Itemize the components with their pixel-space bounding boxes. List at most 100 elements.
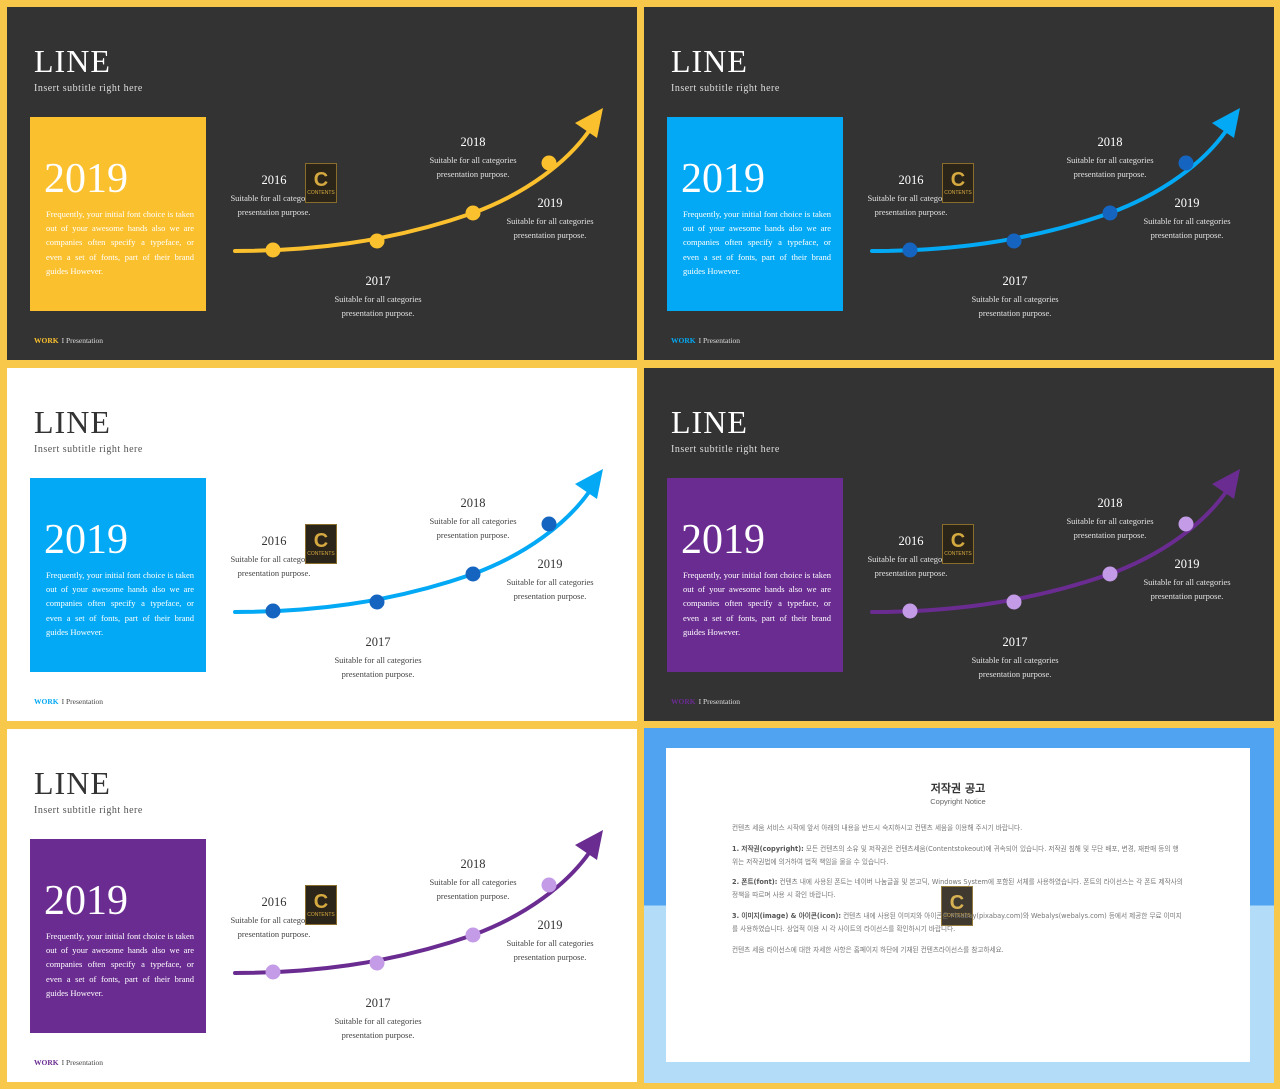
slide-title: LINE (671, 404, 748, 440)
logo-text: CONTENTS (307, 551, 335, 557)
milestone-line2: presentation purpose. (237, 929, 311, 939)
timeline-chart (870, 469, 1240, 619)
timeline-curve (870, 490, 1228, 614)
timeline-chart (233, 830, 603, 980)
milestone-label-2016: 2016 Suitable for all categories present… (219, 171, 329, 219)
milestone-line2: presentation purpose. (1150, 591, 1224, 601)
contents-logo: C CONTENTS (941, 886, 973, 926)
box-year: 2019 (44, 878, 128, 924)
milestone-label-2016: 2016 Suitable for all categories present… (856, 532, 966, 580)
slide-title: LINE (34, 43, 111, 79)
milestone-label-2018: 2018 Suitable for all categories present… (1055, 494, 1165, 542)
box-text: Frequently, your initial font choice is … (46, 931, 194, 998)
milestone-label-2016: 2016 Suitable for all categories present… (219, 532, 329, 580)
logo-text: CONTENTS (943, 913, 971, 919)
milestone-line1: Suitable for all categories (429, 516, 517, 526)
slide-subtitle: Insert subtitle right here (34, 805, 143, 816)
timeline-dot-2017 (369, 594, 385, 610)
milestone-year: 2019 (537, 918, 563, 932)
milestone-year: 2016 (261, 534, 287, 548)
footer-work: WORK (671, 697, 696, 706)
milestone-line2: presentation purpose. (237, 207, 311, 217)
milestone-line2: presentation purpose. (436, 891, 510, 901)
milestone-label-2018: 2018 Suitable for all categories present… (418, 494, 528, 542)
milestone-year: 2018 (1097, 496, 1123, 510)
box-year: 2019 (681, 517, 765, 563)
timeline-dot-2018 (465, 205, 481, 221)
logo-letter: C (313, 891, 329, 913)
timeline-dot-2019 (1178, 516, 1194, 532)
year-box: 2019 Frequently, your initial font choic… (667, 117, 843, 311)
milestone-label-2018: 2018 Suitable for all categories present… (418, 855, 528, 903)
milestone-line1: Suitable for all categories (230, 915, 318, 925)
milestone-year: 2017 (365, 996, 391, 1010)
timeline-dot-2016 (265, 242, 281, 258)
logo-letter: C (313, 530, 329, 552)
milestone-label-2017: 2017 Suitable for all categories present… (960, 272, 1070, 320)
arrow-head-icon (575, 830, 603, 860)
timeline-dot-2018 (1102, 566, 1118, 582)
milestone-line1: Suitable for all categories (334, 1016, 422, 1026)
contents-logo: C CONTENTS (305, 885, 337, 925)
logo-letter: C (950, 169, 966, 191)
timeline-slide: LINE Insert subtitle right here 2019 Fre… (644, 368, 1274, 721)
timeline-dot-2017 (369, 955, 385, 971)
milestone-line2: presentation purpose. (513, 952, 587, 962)
box-text: Frequently, your initial font choice is … (683, 570, 831, 637)
timeline-dot-2019 (1178, 155, 1194, 171)
milestone-year: 2019 (537, 196, 563, 210)
arrow-head-icon (575, 469, 603, 499)
box-text: Frequently, your initial font choice is … (46, 570, 194, 637)
milestone-line1: Suitable for all categories (230, 193, 318, 203)
milestone-line1: Suitable for all categories (230, 554, 318, 564)
notice-paragraph-2: 2. 폰트(font): 컨텐츠 내에 사용된 폰트는 네이버 나눔글꼴 및 본… (732, 876, 1184, 902)
slide-footer: WORK I Presentation (34, 697, 103, 706)
milestone-year: 2018 (1097, 135, 1123, 149)
milestone-line1: Suitable for all categories (867, 193, 955, 203)
milestone-line1: Suitable for all categories (971, 655, 1059, 665)
notice-subtitle: Copyright Notice (930, 797, 986, 806)
milestone-line2: presentation purpose. (341, 1030, 415, 1040)
footer-work: WORK (34, 1058, 59, 1067)
timeline-dot-2016 (265, 603, 281, 619)
contents-logo: C CONTENTS (942, 524, 974, 564)
timeline-dot-2017 (1006, 233, 1022, 249)
contents-logo: C CONTENTS (305, 524, 337, 564)
milestone-label-2017: 2017 Suitable for all categories present… (323, 633, 433, 681)
milestone-line1: Suitable for all categories (334, 294, 422, 304)
timeline-dot-2019 (541, 155, 557, 171)
timeline-dot-2017 (1006, 594, 1022, 610)
milestone-line2: presentation purpose. (436, 169, 510, 179)
milestone-label-2017: 2017 Suitable for all categories present… (323, 994, 433, 1042)
timeline-dot-2018 (1102, 205, 1118, 221)
slide-footer: WORK I Presentation (34, 1058, 103, 1067)
timeline-slide: LINE Insert subtitle right here 2019 Fre… (7, 729, 637, 1082)
milestone-line2: presentation purpose. (237, 568, 311, 578)
logo-text: CONTENTS (944, 190, 972, 196)
milestone-line1: Suitable for all categories (429, 155, 517, 165)
notice-body: 컨텐츠 세움 서비스 시작에 앞서 아래의 내용을 반드시 숙지하시고 컨텐츠 … (732, 822, 1184, 964)
milestone-line2: presentation purpose. (341, 669, 415, 679)
slide-footer: WORK I Presentation (671, 336, 740, 345)
slide-title: LINE (671, 43, 748, 79)
milestone-label-2019: 2019 Suitable for all categories present… (1132, 194, 1242, 242)
milestone-year: 2019 (537, 557, 563, 571)
notice-paragraph-3: 3. 이미지(image) & 아이콘(icon): 컨텐츠 내에 사용된 이미… (732, 910, 1184, 936)
timeline-dot-2018 (465, 566, 481, 582)
milestone-year: 2018 (460, 496, 486, 510)
milestone-year: 2018 (460, 857, 486, 871)
milestone-line1: Suitable for all categories (867, 554, 955, 564)
year-box: 2019 Frequently, your initial font choic… (30, 117, 206, 311)
year-box: 2019 Frequently, your initial font choic… (30, 478, 206, 672)
footer-presentation: I Presentation (698, 697, 741, 706)
milestone-label-2018: 2018 Suitable for all categories present… (418, 133, 528, 181)
milestone-line2: presentation purpose. (1073, 169, 1147, 179)
milestone-year: 2017 (365, 635, 391, 649)
milestone-line1: Suitable for all categories (506, 577, 594, 587)
slide-subtitle: Insert subtitle right here (34, 83, 143, 94)
arrow-head-icon (575, 108, 603, 138)
milestone-year: 2016 (261, 895, 287, 909)
timeline-curve (233, 129, 591, 253)
notice-heading-3: 3. 이미지(image) & 아이콘(icon): (732, 911, 841, 920)
milestone-label-2018: 2018 Suitable for all categories present… (1055, 133, 1165, 181)
